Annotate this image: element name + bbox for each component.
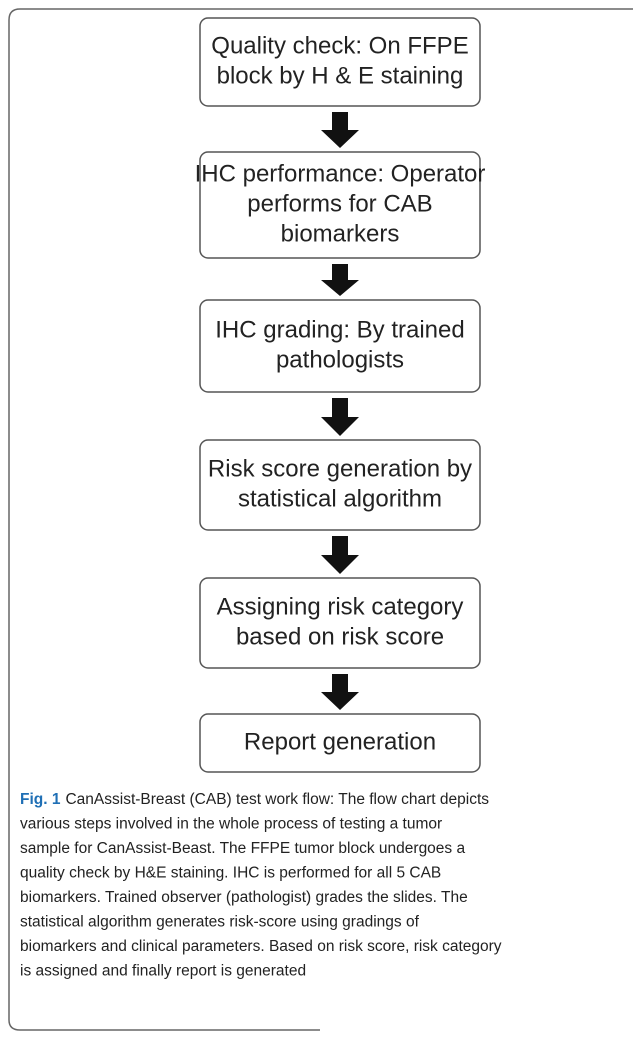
caption-line: statistical algorithm generates risk-sco…	[20, 914, 420, 931]
flow-arrow	[321, 398, 359, 436]
flow-arrow	[321, 264, 359, 296]
step-text: based on risk score	[236, 623, 444, 650]
flow-arrow	[321, 112, 359, 148]
step-box	[199, 439, 481, 531]
flow-arrow	[321, 674, 359, 710]
caption-line: Fig. 1 CanAssist-Breast (CAB) test work f…	[20, 791, 489, 808]
step-text: Report generation	[244, 728, 436, 755]
caption-text: CanAssist-Breast (CAB) test work flow: T…	[65, 791, 489, 808]
step-text: Quality check: On FFPE	[211, 32, 468, 59]
step-text: Risk score generation by	[208, 455, 472, 482]
step-text: IHC grading: By trained	[215, 316, 464, 343]
caption-line: quality check by H&E staining. IHC is pe…	[20, 865, 441, 882]
step-text: block by H & E staining	[217, 62, 464, 89]
caption-line: various steps involved in the whole proc…	[20, 816, 442, 833]
step-box	[199, 713, 481, 773]
step-text: biomarkers	[281, 220, 400, 247]
flow-arrow	[321, 536, 359, 574]
step-box	[199, 299, 481, 393]
step-box	[199, 17, 481, 107]
step-text: statistical algorithm	[238, 485, 442, 512]
step-text: pathologists	[276, 346, 404, 373]
caption-line: is assigned and finally report is genera…	[20, 963, 306, 980]
step-text: performs for CAB	[247, 190, 432, 217]
caption-label: Fig. 1	[20, 791, 61, 808]
step-text: IHC performance: Operator	[195, 160, 486, 187]
step-box	[199, 151, 481, 259]
caption-line: sample for CanAssist-Beast. The FFPE tum…	[20, 840, 465, 857]
step-text: Assigning risk category	[217, 593, 464, 620]
caption-line: biomarkers. Trained observer (pathologis…	[20, 889, 468, 906]
figure-frame	[8, 8, 633, 1031]
caption-line: biomarkers and clinical parameters. Base…	[20, 938, 502, 955]
step-box	[199, 577, 481, 669]
